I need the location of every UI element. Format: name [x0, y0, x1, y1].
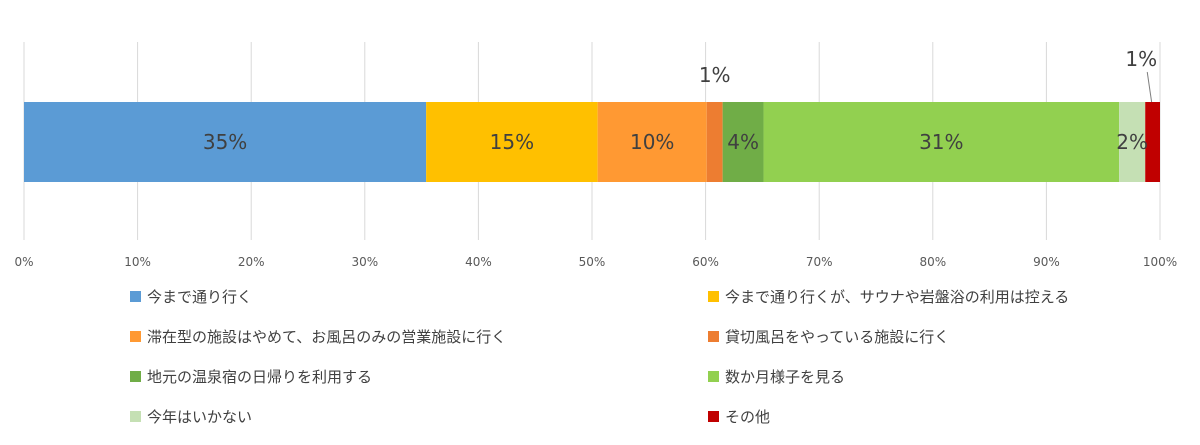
- legend-item: 滞在型の施設はやめて、お風呂のみの営業施設に行く: [130, 324, 506, 348]
- data-label: 1%: [699, 63, 731, 87]
- data-label: 15%: [490, 130, 534, 154]
- legend-swatch: [708, 330, 719, 342]
- data-label: 10%: [630, 130, 674, 154]
- x-tick-label: 40%: [465, 255, 492, 269]
- x-tick-label: 50%: [579, 255, 606, 269]
- legend-swatch: [708, 290, 719, 302]
- x-tick-label: 30%: [351, 255, 378, 269]
- data-label: 1%: [1125, 47, 1157, 71]
- x-tick-label: 60%: [692, 255, 719, 269]
- legend-item: 今年はいかない: [130, 404, 252, 428]
- x-tick-label: 20%: [238, 255, 265, 269]
- data-label: 2%: [1116, 130, 1148, 154]
- legend-item: 地元の温泉宿の日帰りを利用する: [130, 364, 372, 388]
- x-tick-label: 0%: [14, 255, 33, 269]
- bar-segment: [426, 102, 598, 182]
- x-tick-label: 90%: [1033, 255, 1060, 269]
- bar-segment: [597, 102, 707, 182]
- legend-swatch: [708, 370, 719, 382]
- x-tick-label: 10%: [124, 255, 151, 269]
- bar-segment: [722, 102, 764, 182]
- x-tick-label: 80%: [919, 255, 946, 269]
- legend-label: 今まで通り行く: [147, 287, 253, 306]
- bar-segment: [763, 102, 1120, 182]
- legend-label: 貸切風呂をやっている施設に行く: [725, 327, 950, 346]
- legend-item: 今まで通り行く: [130, 284, 252, 308]
- bar-segments: [24, 102, 1160, 182]
- legend-label: 地元の温泉宿の日帰りを利用する: [147, 367, 373, 386]
- legend-swatch: [130, 330, 141, 342]
- bar-segment: [24, 102, 427, 182]
- legend-swatch: [130, 410, 141, 422]
- bar-segment: [1119, 102, 1146, 182]
- legend-item: その他: [708, 404, 770, 428]
- legend-item: 数か月様子を見る: [708, 364, 845, 388]
- legend-swatch: [130, 290, 141, 302]
- stacked-bar-chart: 35% 15% 10% 1% 4% 31% 2% 1% 0% 10% 20% 30% 40% 50% 60…: [14, 42, 1177, 269]
- legend-label: 滞在型の施設はやめて、お風呂のみの営業施設に行く: [147, 327, 507, 346]
- data-label: 31%: [919, 130, 963, 154]
- data-labels: 35% 15% 10% 1% 4% 31% 2% 1%: [203, 47, 1157, 154]
- legend-swatch: [130, 370, 141, 382]
- legend-label: 今まで通り行くが、サウナや岩盤浴の利用は控える: [725, 287, 1070, 306]
- legend-swatch: [708, 410, 719, 422]
- legend-item: 貸切風呂をやっている施設に行く: [708, 324, 949, 348]
- leader-line: [1146, 71, 1153, 103]
- legend-label: 今年はいかない: [147, 407, 253, 426]
- legend-label: その他: [725, 407, 771, 426]
- data-label: 35%: [203, 130, 247, 154]
- legend-label: 数か月様子を見る: [725, 367, 846, 386]
- data-label: 4%: [727, 130, 759, 154]
- legend-item: 今まで通り行くが、サウナや岩盤浴の利用は控える: [708, 284, 1069, 308]
- bar-segment: [706, 102, 723, 182]
- bar-segment: [1145, 102, 1160, 182]
- x-tick-label: 100%: [1143, 255, 1177, 269]
- x-axis-ticks: 0% 10% 20% 30% 40% 50% 60% 70% 80% 90% 100%: [14, 255, 1177, 269]
- x-tick-label: 70%: [806, 255, 833, 269]
